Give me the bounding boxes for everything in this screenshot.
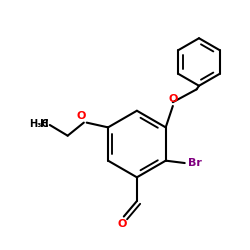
Text: O: O [168, 94, 177, 104]
Text: O: O [118, 219, 127, 229]
Text: Br: Br [188, 158, 202, 168]
Text: H: H [40, 119, 49, 129]
Text: O: O [76, 111, 86, 121]
Text: H₃C: H₃C [29, 119, 49, 129]
